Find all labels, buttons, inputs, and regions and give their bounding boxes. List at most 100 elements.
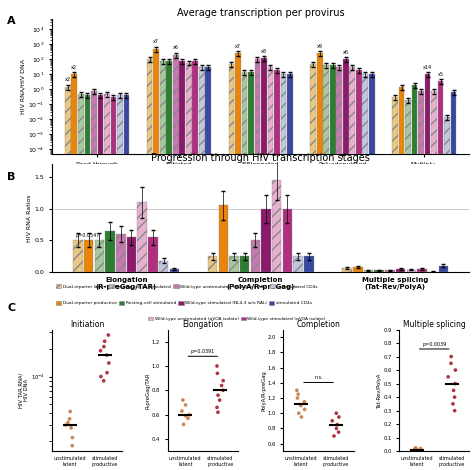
Bar <box>405 100 411 470</box>
Bar <box>91 91 97 470</box>
Bar <box>147 59 153 470</box>
Point <box>62 421 70 429</box>
Point <box>447 353 455 360</box>
Point <box>218 382 226 389</box>
Point <box>213 404 221 411</box>
Text: x6: x6 <box>343 50 349 55</box>
Y-axis label: R-preGag/TAR: R-preGag/TAR <box>146 372 150 408</box>
Text: x5: x5 <box>438 72 444 77</box>
Bar <box>261 58 267 470</box>
Text: x2: x2 <box>65 77 71 82</box>
Bar <box>95 241 104 272</box>
Bar <box>84 95 90 470</box>
Text: x14: x14 <box>423 65 432 70</box>
Point <box>294 394 301 402</box>
Point <box>333 421 341 428</box>
Y-axis label: PolyA/R-preGag: PolyA/R-preGag <box>261 370 266 411</box>
Bar <box>399 87 404 470</box>
Bar <box>127 237 136 272</box>
Bar <box>337 67 342 470</box>
Bar <box>364 270 373 272</box>
Bar <box>179 61 185 470</box>
Point <box>297 402 305 409</box>
Bar <box>104 94 110 470</box>
Bar <box>261 209 271 272</box>
Bar <box>192 61 198 470</box>
Point <box>335 429 342 436</box>
Bar <box>283 209 292 272</box>
Point <box>68 442 76 449</box>
Point <box>101 337 109 345</box>
Point <box>445 373 452 381</box>
Bar <box>170 269 179 272</box>
Bar <box>105 231 115 272</box>
Point <box>293 387 301 394</box>
Point <box>66 415 73 423</box>
Bar <box>159 261 168 272</box>
Text: C: C <box>7 303 15 313</box>
Bar <box>304 256 314 272</box>
Point <box>411 446 419 453</box>
Point <box>64 419 72 426</box>
Bar <box>374 270 384 272</box>
Bar <box>268 67 273 470</box>
Bar <box>287 74 293 470</box>
Point <box>69 434 76 441</box>
Y-axis label: HIV TAR RNA/
HIV DNA: HIV TAR RNA/ HIV DNA <box>18 373 29 408</box>
Text: x9: x9 <box>317 44 323 49</box>
Bar <box>235 54 241 470</box>
Bar <box>310 64 316 470</box>
Bar <box>205 67 211 470</box>
Point <box>178 407 186 415</box>
Point <box>182 401 189 409</box>
Bar <box>417 269 427 272</box>
Bar <box>323 65 329 470</box>
Point <box>105 331 112 339</box>
Bar <box>439 266 448 272</box>
Bar <box>396 269 405 272</box>
Bar <box>117 95 123 470</box>
Bar <box>431 91 437 470</box>
Point <box>298 413 305 421</box>
Point <box>105 359 113 367</box>
Text: A: A <box>7 16 16 26</box>
Bar <box>98 95 103 470</box>
Title: Elongation: Elongation <box>182 320 223 329</box>
Bar <box>228 64 234 470</box>
Text: x6: x6 <box>173 45 179 50</box>
Bar <box>229 256 238 272</box>
Text: x2: x2 <box>72 65 77 70</box>
Point <box>295 409 302 417</box>
Point <box>330 432 338 440</box>
Point <box>294 391 302 398</box>
Bar <box>356 70 362 470</box>
Bar <box>248 72 254 470</box>
Point <box>214 392 222 399</box>
Y-axis label: Tat-Rev/PolyA: Tat-Rev/PolyA <box>377 373 382 408</box>
Bar <box>438 81 443 470</box>
Y-axis label: HIV RNA Ratios: HIV RNA Ratios <box>27 195 32 242</box>
Text: x7: x7 <box>153 39 159 44</box>
Bar <box>186 63 191 470</box>
Point <box>179 396 187 404</box>
Point <box>185 411 193 418</box>
Bar <box>281 74 286 470</box>
Title: Average transcription per provirus: Average transcription per provirus <box>177 8 345 18</box>
Point <box>214 408 222 416</box>
Bar <box>411 85 418 470</box>
Bar <box>65 87 71 470</box>
Point <box>103 369 111 376</box>
Bar <box>73 241 82 272</box>
Point <box>213 362 221 370</box>
Bar <box>242 72 247 470</box>
Point <box>450 387 457 394</box>
Point <box>447 360 455 367</box>
Point <box>216 396 223 404</box>
Text: p=0.0039: p=0.0039 <box>422 342 447 346</box>
Point <box>301 398 308 406</box>
Point <box>301 406 309 413</box>
Bar <box>78 94 84 470</box>
Point <box>66 408 74 415</box>
Bar <box>407 270 416 272</box>
Bar <box>274 70 280 470</box>
